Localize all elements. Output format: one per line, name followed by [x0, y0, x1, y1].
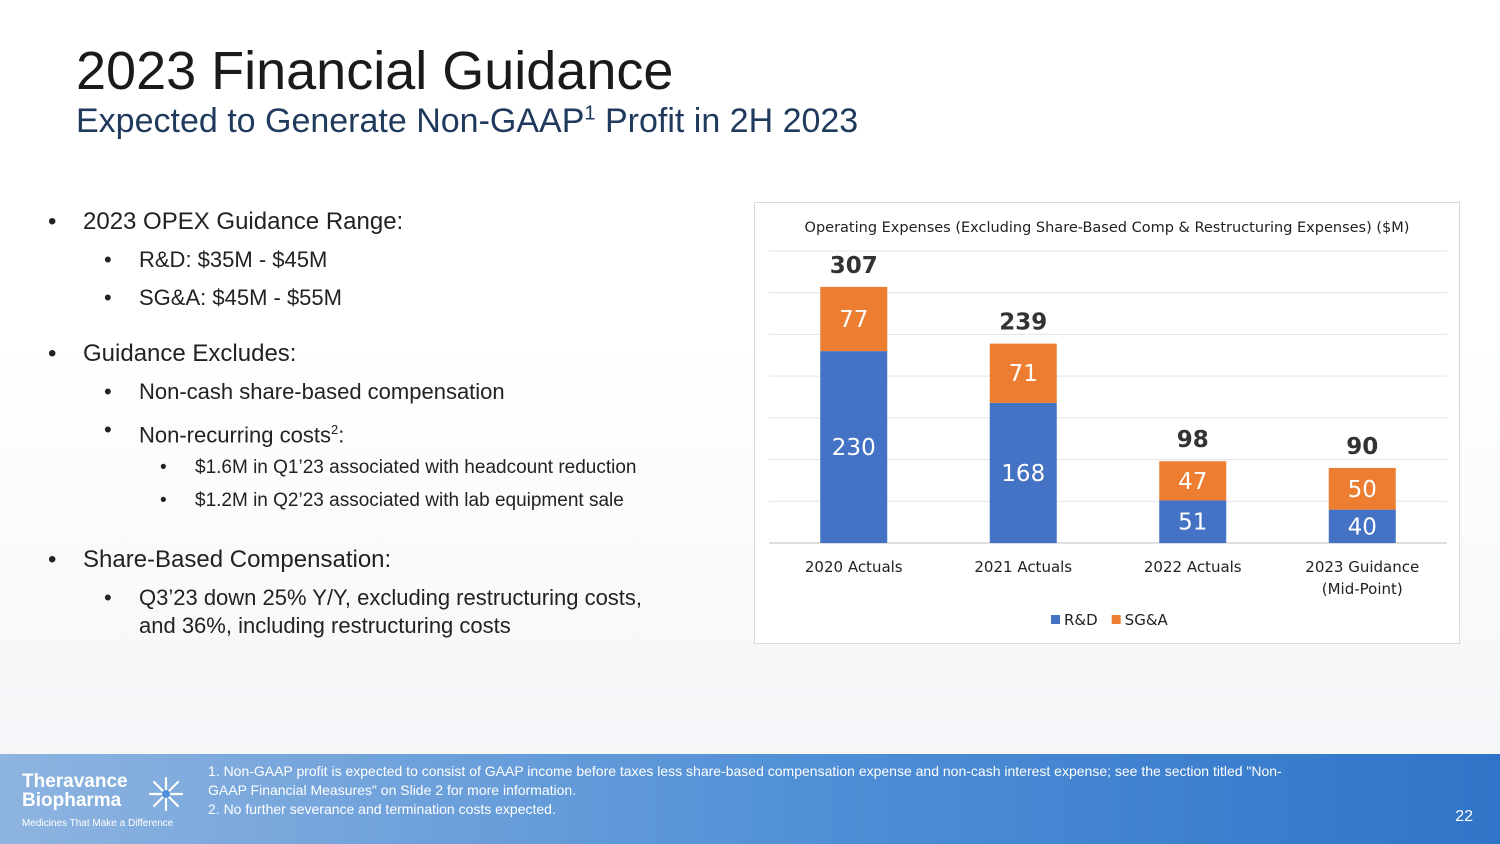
subtitle-pre: Expected to Generate Non-GAAP [76, 102, 585, 140]
footnote-1-line-2: GAAP Financial Measures" on Slide 2 for … [208, 782, 577, 798]
page-number: 22 [1455, 808, 1473, 825]
logo-tagline: Medicines That Make a Difference [22, 818, 174, 829]
bar-rd-0 [820, 351, 888, 543]
subtitle-post: Profit in 2H 2023 [595, 102, 859, 140]
data-label-rd-3: 40 [1348, 514, 1377, 540]
total-label-1: 239 [999, 310, 1047, 336]
nonrecurring-colon: : [338, 422, 345, 448]
legend-label-1: SG&A [1125, 611, 1169, 629]
star-burst-icon [148, 776, 184, 812]
nonrecurring-text: Non-recurring costs [139, 422, 331, 448]
total-label-0: 307 [830, 253, 878, 279]
data-label-sga-2: 47 [1178, 469, 1207, 495]
bullet-sbc-detail: Q3’23 down 25% Y/Y, excluding restructur… [48, 584, 708, 640]
legend-swatch-1 [1111, 615, 1121, 624]
opex-chart: Operating Expenses (Excluding Share-Base… [754, 202, 1460, 644]
bullet-headcount: $1.6M in Q1’23 associated with headcount… [48, 457, 708, 479]
bullet-sbc-heading: Share-Based Compensation: [48, 546, 708, 574]
bar-sga-1 [989, 343, 1057, 403]
bullet-list: 2023 OPEX Guidance Range: R&D: $35M - $4… [48, 208, 708, 640]
bullet-opex-heading: 2023 OPEX Guidance Range: [48, 208, 708, 236]
logo-text-line-1: Theravance [22, 771, 128, 792]
bullet-opex-sga: SG&A: $45M - $55M [48, 284, 708, 312]
data-label-sga-3: 50 [1348, 477, 1377, 503]
bar-rd-3 [1328, 509, 1396, 543]
bullet-opex-rd: R&D: $35M - $45M [48, 246, 708, 274]
footnotes: 1. Non-GAAP profit is expected to consis… [208, 762, 1418, 819]
slide-subtitle: Expected to Generate Non-GAAP1 Profit in… [76, 102, 858, 141]
opex-chart-svg: Operating Expenses (Excluding Share-Base… [769, 220, 1447, 629]
data-label-sga-0: 77 [839, 307, 868, 333]
category-label-0-0: 2020 Actuals [805, 558, 903, 576]
data-label-sga-1: 71 [1009, 361, 1038, 387]
category-label-2-0: 2022 Actuals [1144, 558, 1242, 576]
footer-bar: Theravance Biopharma Medicines That Make… [0, 754, 1500, 844]
bar-sga-3 [1328, 467, 1396, 510]
sbc-line-2: and 36%, including restructuring costs [139, 613, 511, 639]
chart-title: Operating Expenses (Excluding Share-Base… [805, 220, 1410, 236]
nonrecurring-footnote-ref: 2 [330, 422, 339, 437]
logo-text-line-2: Biopharma [22, 790, 122, 811]
legend-label-0: R&D [1064, 611, 1098, 629]
footnote-2: 2. No further severance and termination … [208, 801, 556, 817]
bullet-lab-equipment: $1.2M in Q2’23 associated with lab equip… [48, 490, 708, 512]
subtitle-footnote-ref: 1 [584, 102, 596, 125]
bullet-excludes-sbc: Non-cash share-based compensation [48, 378, 708, 406]
company-logo: Theravance Biopharma Medicines That Make… [22, 772, 173, 829]
data-label-rd-0: 230 [832, 435, 876, 461]
category-label-1-0: 2021 Actuals [974, 558, 1072, 576]
footnote-1-line-1: 1. Non-GAAP profit is expected to consis… [208, 763, 1282, 779]
legend-swatch-0 [1051, 615, 1060, 624]
category-label-3-1: (Mid-Point) [1322, 580, 1403, 598]
bar-rd-2 [1159, 500, 1227, 543]
data-label-rd-2: 51 [1178, 510, 1207, 536]
total-label-3: 90 [1346, 434, 1378, 460]
bullet-excludes-nonrecurring: Non-recurring costs2: [48, 416, 708, 449]
bullet-excludes-heading: Guidance Excludes: [48, 340, 708, 368]
data-label-rd-1: 168 [1001, 461, 1045, 487]
sbc-line-1: Q3’23 down 25% Y/Y, excluding restructur… [139, 585, 643, 611]
slide-title: 2023 Financial Guidance [76, 41, 674, 101]
category-label-3-0: 2023 Guidance [1305, 558, 1419, 576]
bar-sga-2 [1159, 461, 1227, 501]
total-label-2: 98 [1177, 427, 1209, 453]
bar-sga-0 [820, 286, 888, 352]
bar-rd-1 [989, 402, 1057, 543]
